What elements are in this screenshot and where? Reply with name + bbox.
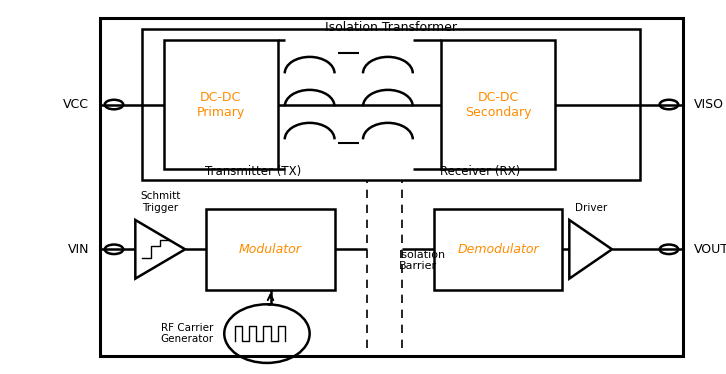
- Text: Demodulator: Demodulator: [457, 243, 539, 256]
- Text: VIN: VIN: [68, 243, 89, 256]
- Text: Receiver (RX): Receiver (RX): [440, 165, 521, 178]
- Text: Schmitt
Trigger: Schmitt Trigger: [140, 191, 181, 213]
- FancyBboxPatch shape: [441, 40, 555, 169]
- Circle shape: [660, 100, 678, 109]
- FancyBboxPatch shape: [99, 18, 683, 356]
- Text: DC-DC
Secondary: DC-DC Secondary: [465, 91, 531, 119]
- Circle shape: [105, 100, 123, 109]
- Text: Transmitter (TX): Transmitter (TX): [205, 165, 301, 178]
- FancyBboxPatch shape: [164, 40, 277, 169]
- Text: VOUT: VOUT: [694, 243, 726, 256]
- Text: Driver: Driver: [574, 203, 607, 213]
- Text: VCC: VCC: [63, 98, 89, 111]
- Circle shape: [105, 245, 123, 254]
- Text: Modulator: Modulator: [239, 243, 302, 256]
- FancyBboxPatch shape: [142, 30, 640, 180]
- Text: RF Carrier
Generator: RF Carrier Generator: [160, 323, 213, 344]
- FancyBboxPatch shape: [206, 209, 335, 289]
- Text: VISO: VISO: [694, 98, 724, 111]
- FancyBboxPatch shape: [434, 209, 562, 289]
- Circle shape: [660, 245, 678, 254]
- Text: DC-DC
Primary: DC-DC Primary: [197, 91, 245, 119]
- Text: Isolation Transformer: Isolation Transformer: [325, 21, 457, 34]
- Text: Isolation
Barrier: Isolation Barrier: [399, 249, 446, 271]
